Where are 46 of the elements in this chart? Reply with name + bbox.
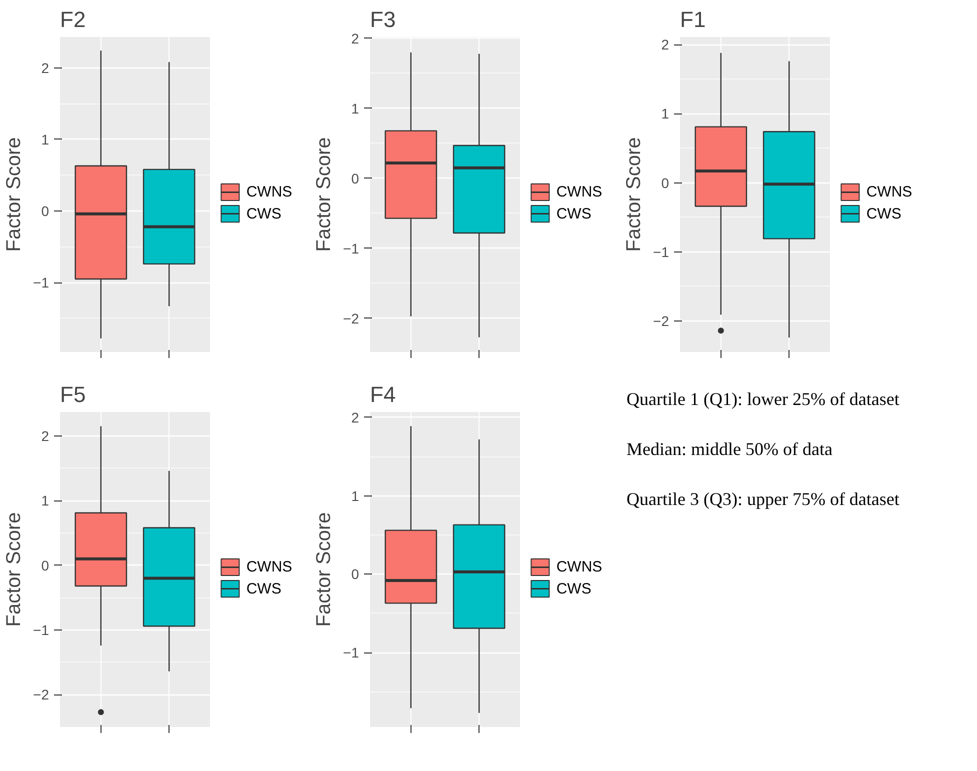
y-tick-label: −2 <box>343 310 360 326</box>
y-axis-title: Factor Score <box>313 137 336 252</box>
y-tick-label: 0 <box>351 170 360 186</box>
y-tick-label: 2 <box>351 30 360 46</box>
legend-label: CWS <box>246 580 282 598</box>
legend-label: CWS <box>866 205 902 222</box>
chart-title: F5 <box>60 382 86 407</box>
chart-title: F4 <box>370 382 396 407</box>
y-tick-label: 0 <box>351 566 360 582</box>
y-tick-label: −1 <box>653 244 670 260</box>
y-tick-label: −2 <box>653 312 670 329</box>
legend-label: CWNS <box>246 558 292 576</box>
chart-title: F3 <box>370 7 396 32</box>
y-tick-label: 0 <box>41 557 50 574</box>
y-tick-label: −2 <box>33 686 50 703</box>
y-tick-label: 0 <box>41 202 50 219</box>
y-tick-label: 0 <box>661 174 670 191</box>
chart-title: F2 <box>60 7 86 32</box>
y-tick-label: 1 <box>661 106 670 122</box>
y-tick-label: 2 <box>351 409 360 426</box>
text: Quartile 3 (Q3): upper 75% of dataset <box>626 489 900 510</box>
y-axis-title: Factor Score <box>3 512 26 627</box>
legend-label: CWNS <box>866 184 912 201</box>
chart-title: F1 <box>680 7 706 32</box>
y-tick-label: 1 <box>351 488 360 504</box>
y-tick-label: −1 <box>343 644 360 661</box>
legend-label: CWS <box>556 205 592 222</box>
y-axis-title: Factor Score <box>313 512 336 627</box>
text: Median: middle 50% of data <box>626 439 832 460</box>
legend-label: CWNS <box>246 184 292 201</box>
y-tick-label: 2 <box>41 60 50 76</box>
y-tick-label: 1 <box>41 131 50 148</box>
legend-label: CWNS <box>556 558 602 576</box>
legend-label: CWNS <box>556 184 602 201</box>
y-tick-label: −1 <box>33 622 50 638</box>
y-tick-label: 2 <box>41 428 50 444</box>
y-axis-title: Factor Score <box>3 137 26 252</box>
y-tick-label: −1 <box>343 240 360 256</box>
y-tick-label: −1 <box>33 274 50 291</box>
y-tick-label: 1 <box>41 492 50 509</box>
y-tick-label: 1 <box>351 100 360 116</box>
text: Quartile 1 (Q1): lower 25% of dataset <box>626 389 900 410</box>
y-axis-title: Factor Score <box>623 137 646 252</box>
legend-label: CWS <box>246 205 282 222</box>
legend-label: CWS <box>556 580 592 598</box>
y-tick-label: 2 <box>661 36 670 53</box>
